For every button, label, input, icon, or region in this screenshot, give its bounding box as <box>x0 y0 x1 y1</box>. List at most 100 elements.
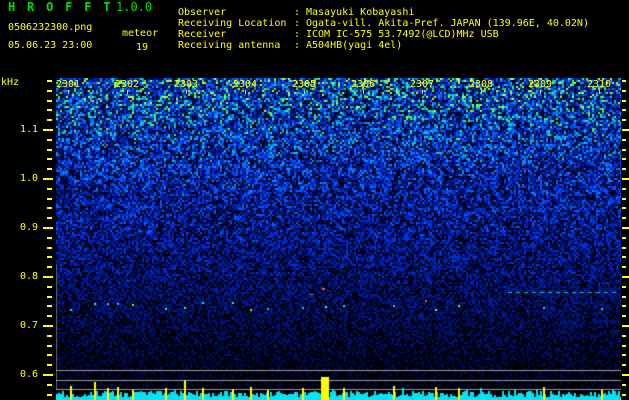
time-label: 2306 <box>350 79 376 90</box>
freq-minor-tick <box>47 207 52 209</box>
freq-minor-tick-right <box>622 217 626 219</box>
freq-minor-tick <box>47 364 52 366</box>
info-colon: : <box>294 29 301 40</box>
time-label: 2304 <box>232 79 258 90</box>
info-value: Ogata-vill. Akita-Pref. JAPAN (139.96E, … <box>306 18 589 29</box>
freq-minor-tick <box>47 198 52 200</box>
time-label: 2305 <box>291 79 317 90</box>
freq-minor-tick-right <box>622 394 626 396</box>
freq-minor-tick <box>47 188 52 190</box>
time-tick <box>422 90 423 94</box>
freq-minor-tick-right <box>622 119 626 121</box>
freq-minor-tick <box>47 139 52 141</box>
spectrogram-canvas <box>56 78 621 400</box>
freq-minor-tick-right <box>622 188 626 190</box>
freq-minor-tick-right <box>622 158 626 160</box>
freq-major-tick-right <box>622 325 629 327</box>
freq-minor-tick-right <box>622 149 626 151</box>
freq-label: 1.0 <box>19 173 38 184</box>
info-label: Receiver <box>178 29 227 40</box>
station-info-row: Receiving antenna: A504HB(yagi 4el) <box>178 40 589 51</box>
freq-minor-tick-right <box>622 247 626 249</box>
freq-minor-tick <box>47 100 52 102</box>
freq-label: 0.6 <box>19 369 38 380</box>
freq-major-tick-right <box>622 227 629 229</box>
time-tick <box>540 90 541 94</box>
freq-minor-tick <box>47 217 52 219</box>
freq-minor-tick <box>47 80 52 82</box>
station-info-row: Observer: Masayuki Kobayashi <box>178 7 589 18</box>
info-label: Observer <box>178 7 227 18</box>
freq-minor-tick <box>47 158 52 160</box>
info-label: Receiving antenna <box>178 40 281 51</box>
time-label: 2303 <box>173 79 199 90</box>
info-label: Receiving Location <box>178 18 287 29</box>
freq-major-tick-right <box>622 276 629 278</box>
info-value: A504HB(yagi 4el) <box>306 40 403 51</box>
mode-label: meteor <box>122 28 159 39</box>
filename-label: 0506232300.png <box>8 22 93 33</box>
freq-major-tick <box>43 276 53 278</box>
station-info-row: Receiver: ICOM IC-575 53.7492(@LCD)MHz US… <box>178 29 589 40</box>
time-tick <box>186 90 187 94</box>
freq-minor-tick <box>47 394 52 396</box>
time-tick <box>127 90 128 94</box>
freq-minor-tick <box>47 266 52 268</box>
freq-minor-tick-right <box>622 296 626 298</box>
freq-major-tick <box>43 325 53 327</box>
freq-minor-tick <box>47 335 52 337</box>
freq-major-tick <box>43 129 53 131</box>
time-label: 2308 <box>468 79 494 90</box>
time-tick <box>245 90 246 94</box>
time-tick <box>599 90 600 94</box>
freq-minor-tick-right <box>622 345 626 347</box>
info-colon: : <box>294 18 301 29</box>
freq-major-tick-right <box>622 129 629 131</box>
freq-major-tick <box>43 374 53 376</box>
info-colon: : <box>294 40 301 51</box>
echo-count: 19 <box>136 42 149 53</box>
time-label: 2307 <box>409 79 435 90</box>
info-colon: : <box>294 7 301 18</box>
freq-minor-tick-right <box>622 315 626 317</box>
time-label: 2309 <box>527 79 553 90</box>
datetime-label: 05.06.23 23:00 <box>8 40 93 51</box>
freq-minor-tick-right <box>622 139 626 141</box>
app-version: 1.0.0 <box>116 0 153 14</box>
freq-unit-label: kHz <box>1 77 20 88</box>
freq-minor-tick <box>47 119 52 121</box>
freq-minor-tick-right <box>622 305 626 307</box>
time-label: 2301 <box>55 79 81 90</box>
info-value: ICOM IC-575 53.7492(@LCD)MHz USB <box>306 29 499 40</box>
freq-major-tick-right <box>622 374 629 376</box>
freq-minor-tick <box>47 168 52 170</box>
freq-minor-tick-right <box>622 100 626 102</box>
freq-minor-tick-right <box>622 286 626 288</box>
freq-minor-tick-right <box>622 198 626 200</box>
station-info-row: Receiving Location: Ogata-vill. Akita-Pre… <box>178 18 589 29</box>
freq-label: 1.1 <box>19 124 38 135</box>
freq-minor-tick <box>47 296 52 298</box>
freq-major-tick-right <box>622 178 629 180</box>
freq-minor-tick-right <box>622 364 626 366</box>
freq-minor-tick-right <box>622 207 626 209</box>
freq-label: 0.7 <box>19 320 38 331</box>
station-info: Observer: Masayuki Kobayashi Receiving Loc… <box>178 7 589 51</box>
freq-label: 0.9 <box>19 222 38 233</box>
freq-minor-tick-right <box>622 354 626 356</box>
freq-minor-tick <box>47 247 52 249</box>
freq-minor-tick <box>47 109 52 111</box>
info-value: Masayuki Kobayashi <box>306 7 415 18</box>
freq-minor-tick <box>47 90 52 92</box>
time-tick <box>363 90 364 94</box>
freq-minor-tick-right <box>622 256 626 258</box>
freq-minor-tick-right <box>622 109 626 111</box>
freq-minor-tick-right <box>622 90 626 92</box>
freq-minor-tick-right <box>622 80 626 82</box>
freq-minor-tick-right <box>622 266 626 268</box>
freq-minor-tick-right <box>622 168 626 170</box>
freq-minor-tick <box>47 305 52 307</box>
time-label: 2302 <box>114 79 140 90</box>
freq-label: 0.8 <box>19 271 38 282</box>
